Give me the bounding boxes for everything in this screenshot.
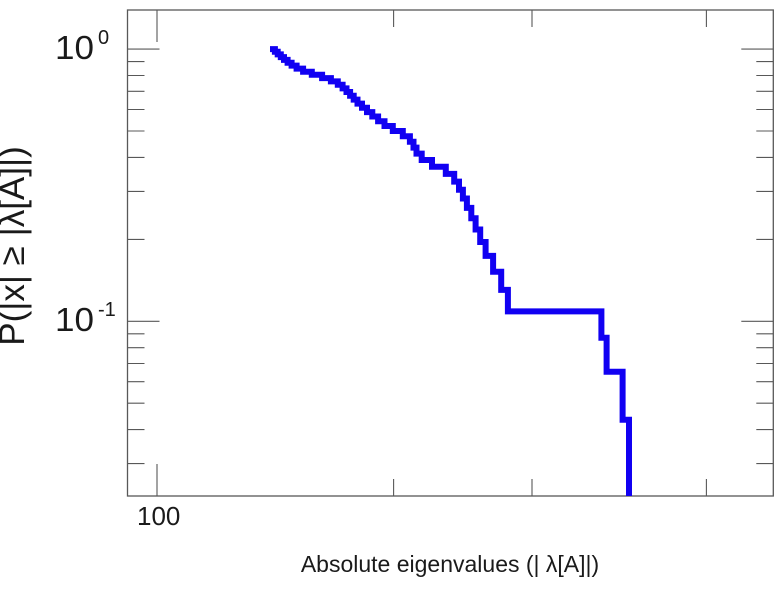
svg-text:-1: -1	[98, 299, 116, 321]
svg-text:0: 0	[98, 27, 109, 49]
svg-text:P(|x| ≥ |λ[A]|): P(|x| ≥ |λ[A]|)	[0, 146, 32, 345]
svg-text:Absolute eigenvalues (| λ: Absolute eigenvalues (| λ[A]|)	[301, 551, 599, 577]
svg-text:10: 10	[55, 29, 94, 66]
svg-text:10: 10	[55, 301, 94, 338]
svg-text:100: 100	[137, 501, 180, 531]
